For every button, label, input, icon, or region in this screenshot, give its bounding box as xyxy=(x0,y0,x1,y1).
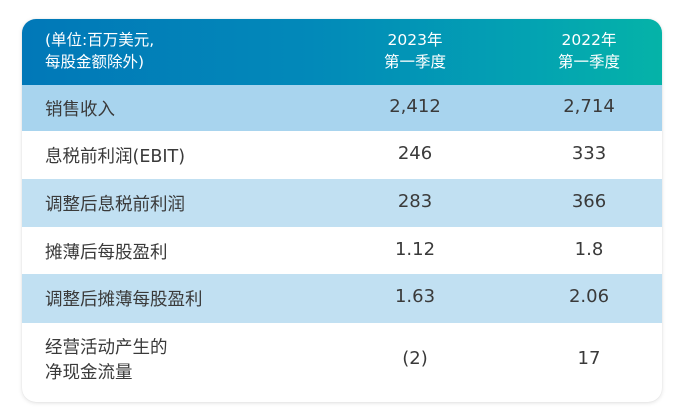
table-row-diluted-eps: 摊薄后每股盈利 1.12 1.8 xyxy=(22,227,662,274)
column-header-2022q1: 2022年 第一季度 xyxy=(514,29,662,73)
cell-2022q1: 333 xyxy=(571,143,607,164)
column-header-year: 2022年 xyxy=(561,31,617,49)
cell-2022q1: 366 xyxy=(571,191,607,212)
cell-2023q1: 283 xyxy=(397,191,433,212)
cell-2022q1: 1.8 xyxy=(574,239,604,260)
cell-2023q1: 2,412 xyxy=(389,96,441,117)
table-header: (单位:百万美元, 每股金额除外) 2023年 第一季度 2022年 第一季度 xyxy=(22,19,662,85)
cell-2022q1: 17 xyxy=(577,348,601,369)
table-row-sales: 销售收入 2,412 2,714 xyxy=(22,85,662,131)
row-label: 调整后摊薄每股盈利 xyxy=(45,290,203,310)
cell-2022q1: 2,714 xyxy=(563,96,615,117)
row-label: 调整后息税前利润 xyxy=(45,195,185,215)
row-label: 经营活动产生的 净现金流量 xyxy=(45,338,168,383)
row-label: 息税前利润(EBIT) xyxy=(45,147,186,167)
column-header-quarter: 第一季度 xyxy=(557,53,620,71)
table-row-adjusted-ebit: 调整后息税前利润 283 366 xyxy=(22,179,662,227)
column-header-quarter: 第一季度 xyxy=(383,53,446,71)
column-header-year: 2023年 xyxy=(387,31,443,49)
table-row-adjusted-diluted-eps: 调整后摊薄每股盈利 1.63 2.06 xyxy=(22,274,662,323)
unit-note-header: (单位:百万美元, 每股金额除外) xyxy=(45,31,155,71)
cell-2023q1: 246 xyxy=(397,143,433,164)
cell-2023q1: 1.63 xyxy=(394,286,436,307)
cell-2023q1: 1.12 xyxy=(394,239,436,260)
table-row-operating-cash-flow: 经营活动产生的 净现金流量 (2) 17 xyxy=(22,323,662,402)
financial-summary-table: (单位:百万美元, 每股金额除外) 2023年 第一季度 2022年 第一季度 … xyxy=(22,19,662,402)
row-label: 销售收入 xyxy=(45,100,115,120)
cell-2023q1: (2) xyxy=(402,348,428,369)
column-header-2023q1: 2023年 第一季度 xyxy=(340,29,490,73)
cell-2022q1: 2.06 xyxy=(568,286,610,307)
table-row-ebit: 息税前利润(EBIT) 246 333 xyxy=(22,131,662,179)
row-label: 摊薄后每股盈利 xyxy=(45,243,168,263)
